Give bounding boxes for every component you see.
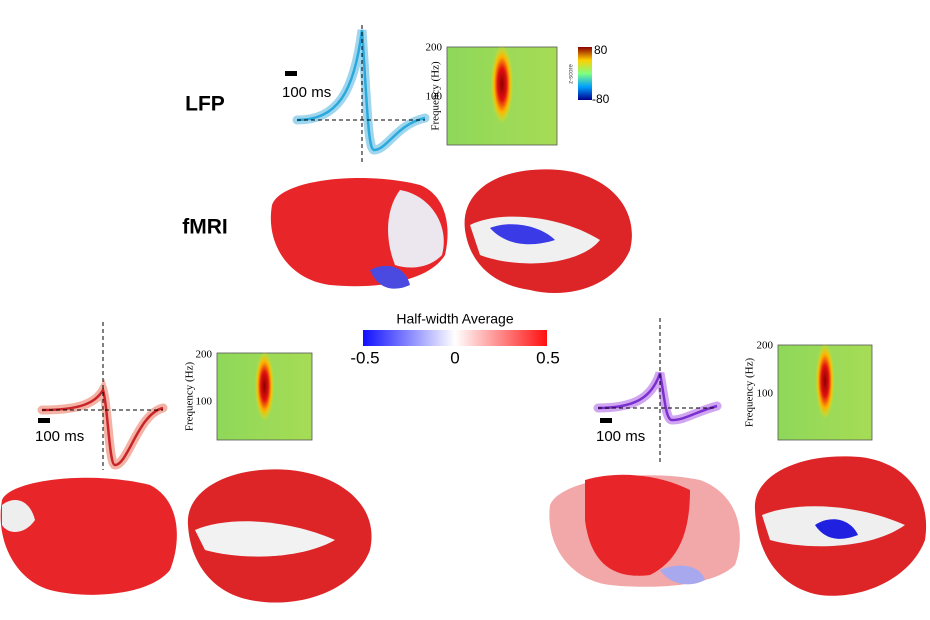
scale-bar-label: 100 ms <box>35 428 84 445</box>
spectrogram-peak <box>491 45 513 124</box>
y-tick-label: 200 <box>757 340 774 352</box>
colorbar-title: Half-width Average <box>396 311 513 327</box>
y-tick-label: 200 <box>426 42 443 54</box>
y-axis-label: Frequency (Hz) <box>744 358 756 428</box>
y-tick-label: 100 <box>426 91 443 103</box>
y-axis-label: Frequency (Hz) <box>430 61 442 131</box>
colorbar-max: 80 <box>594 43 608 57</box>
spectrogram-peak <box>255 351 274 421</box>
y-axis-label: Frequency (Hz) <box>184 362 196 432</box>
scale-bar-label: 100 ms <box>282 84 331 101</box>
colorbar-label: z-score <box>569 64 575 84</box>
y-tick-label: 200 <box>196 349 213 361</box>
y-tick-label: 100 <box>196 396 213 408</box>
scale-bar <box>38 418 50 423</box>
zscore-colorbar <box>578 47 592 100</box>
scale-bar <box>285 71 297 76</box>
waveform <box>597 372 718 422</box>
scale-bar-label: 100 ms <box>596 428 645 445</box>
scale-bar <box>600 418 612 423</box>
colorbar-tick: 0.5 <box>536 348 560 367</box>
waveform <box>41 386 164 467</box>
row-label: LFP <box>185 93 225 116</box>
colorbar-min: -80 <box>592 92 610 106</box>
brain-images <box>0 169 927 603</box>
colorbar-tick: 0 <box>450 348 459 367</box>
waveform <box>296 29 426 152</box>
halfwidth-colorbar <box>363 330 547 346</box>
row-label: fMRI <box>182 216 228 239</box>
y-tick-label: 100 <box>757 388 774 400</box>
spectrogram-peak <box>815 343 835 420</box>
colorbar-tick: -0.5 <box>350 348 379 367</box>
